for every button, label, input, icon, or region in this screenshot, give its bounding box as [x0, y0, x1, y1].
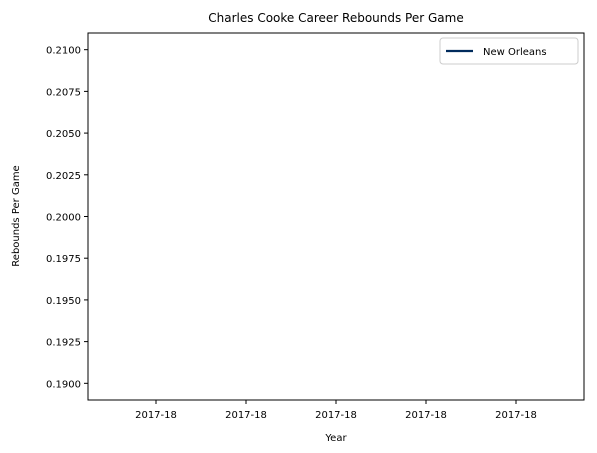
x-tick-label: 2017-18 [315, 410, 357, 421]
y-tick-label: 0.2075 [46, 87, 81, 98]
x-axis-ticks: 2017-18 2017-18 2017-18 2017-18 2017-18 [135, 400, 537, 421]
legend: New Orleans [440, 38, 578, 64]
y-tick-label: 0.2100 [46, 46, 81, 57]
chart-title: Charles Cooke Career Rebounds Per Game [208, 11, 463, 25]
y-tick-label: 0.1925 [46, 338, 81, 349]
y-tick-label: 0.1950 [46, 296, 81, 307]
x-tick-label: 2017-18 [135, 410, 177, 421]
plot-area [88, 33, 584, 400]
y-tick-label: 0.2000 [46, 213, 81, 224]
y-axis-label: Rebounds Per Game [11, 165, 22, 266]
x-tick-label: 2017-18 [405, 410, 447, 421]
y-tick-label: 0.2050 [46, 129, 81, 140]
y-axis-ticks: 0.1900 0.1925 0.1950 0.1975 0.2000 0.2025 0.20… [46, 46, 88, 391]
y-tick-label: 0.1900 [46, 379, 81, 390]
legend-label-new-orleans: New Orleans [483, 47, 547, 58]
x-tick-label: 2017-18 [495, 410, 537, 421]
y-tick-label: 0.2025 [46, 171, 81, 182]
x-tick-label: 2017-18 [225, 410, 267, 421]
y-tick-label: 0.1975 [46, 254, 81, 265]
x-axis-label: Year [324, 433, 347, 444]
